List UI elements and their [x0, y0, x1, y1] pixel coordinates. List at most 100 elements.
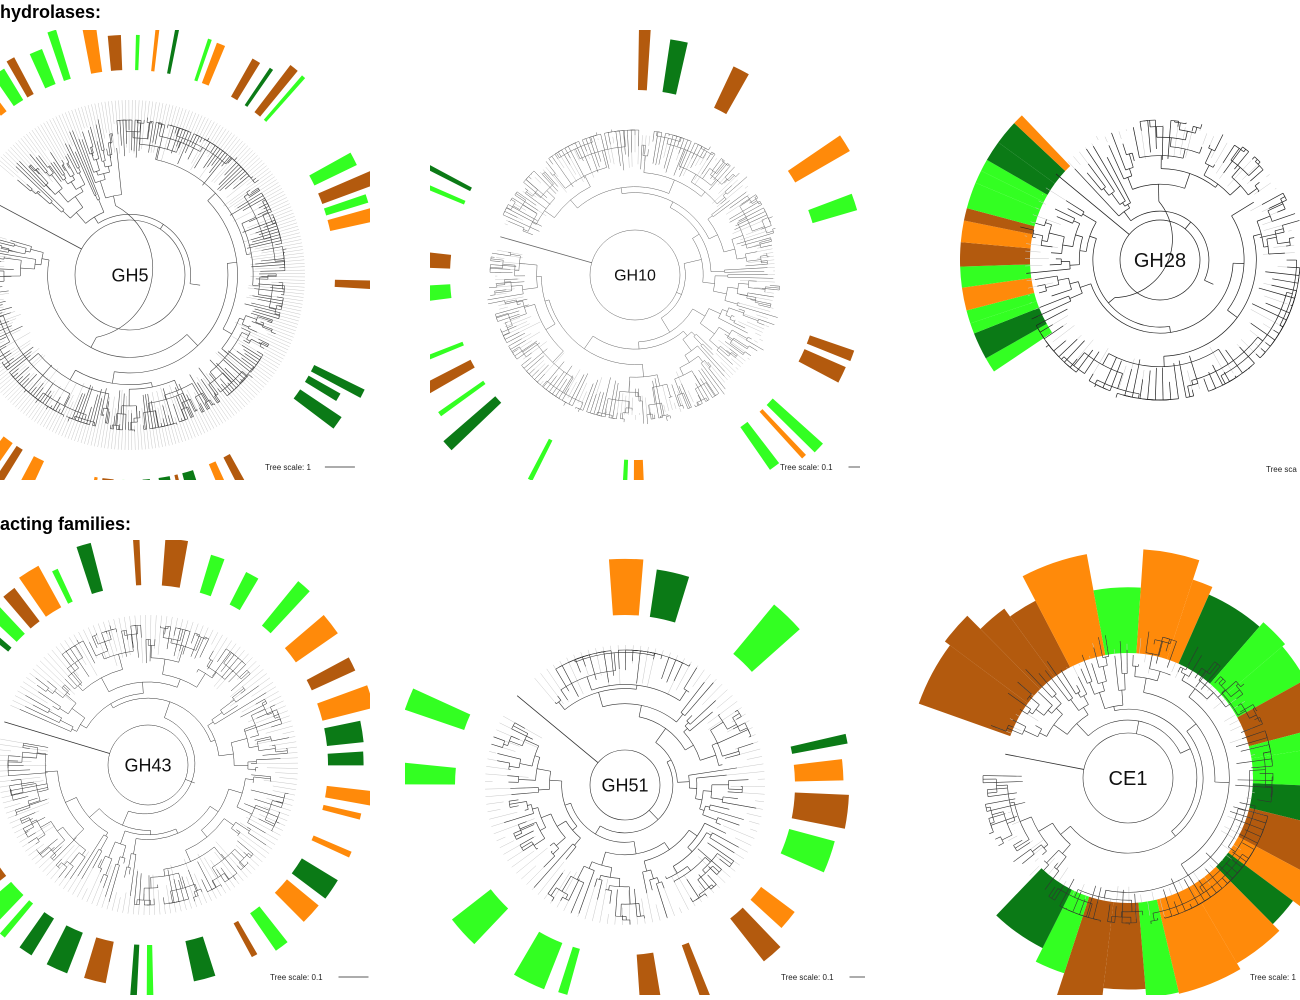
tree-scale-label: Tree scale: 1: [1250, 973, 1296, 982]
branch: [1102, 353, 1110, 365]
clade-band: [730, 907, 781, 962]
leaf-line: [149, 428, 153, 449]
branch: [115, 628, 118, 633]
branch: [148, 121, 154, 153]
branch: [595, 132, 598, 136]
branch: [1046, 849, 1059, 864]
branch: [1236, 693, 1244, 700]
branch: [1156, 136, 1186, 141]
branch: [682, 339, 692, 351]
branch: [524, 809, 529, 811]
branch: [554, 153, 559, 160]
branch: [90, 337, 97, 348]
branch: [1240, 683, 1245, 687]
branch: [221, 156, 231, 167]
branch: [1103, 188, 1110, 196]
leaf-line: [0, 775, 10, 777]
branch: [30, 164, 40, 175]
branch: [663, 135, 674, 169]
leaf-line: [211, 632, 219, 645]
branch: [558, 701, 565, 710]
branch: [733, 337, 749, 348]
branch: [1076, 685, 1081, 692]
branch: [276, 800, 283, 804]
branch: [158, 124, 162, 137]
branch: [272, 800, 283, 804]
branch: [671, 384, 680, 407]
branch: [258, 277, 261, 295]
branch: [1184, 221, 1192, 230]
branch: [594, 878, 598, 887]
branch: [506, 207, 542, 227]
branch: [1037, 284, 1046, 287]
branch: [19, 373, 31, 384]
branch: [522, 287, 538, 290]
branch: [702, 853, 718, 871]
branch: [1129, 168, 1133, 176]
branch: [1013, 849, 1031, 862]
branch: [1114, 906, 1117, 923]
branch: [97, 119, 105, 150]
branch: [93, 158, 99, 161]
branch: [92, 850, 103, 869]
branch: [519, 821, 537, 830]
branch: [507, 775, 519, 777]
leaf-line: [94, 414, 102, 447]
branch: [255, 261, 285, 265]
branch: [1181, 674, 1186, 681]
branch: [5, 346, 34, 368]
leaf-line: [694, 156, 710, 181]
branch: [731, 239, 738, 260]
branch: [525, 179, 538, 191]
clade-band: [1248, 732, 1300, 759]
branch: [177, 132, 192, 165]
branch: [707, 215, 713, 220]
leaf-line: [47, 653, 69, 677]
branch: [584, 134, 598, 140]
branch: [736, 305, 778, 318]
leaf-line: [257, 216, 295, 230]
branch: [560, 689, 568, 701]
branch: [275, 260, 285, 262]
clade-band: [637, 30, 651, 91]
clade-band: [430, 185, 466, 205]
clade-band: [918, 645, 1028, 737]
leaf-line: [134, 425, 136, 450]
leaf-line: [194, 873, 207, 904]
leaf-line: [253, 316, 296, 332]
branch: [564, 688, 637, 710]
leaf-line: [259, 814, 286, 826]
branch: [259, 346, 265, 349]
leaf-line: [746, 813, 762, 818]
branch: [558, 151, 562, 157]
branch: [1218, 678, 1224, 684]
section-title-acting-families: acting families:: [0, 514, 132, 534]
clade-band: [1237, 682, 1300, 747]
clade-band: [0, 436, 13, 462]
clade-band: [158, 476, 171, 480]
branch: [494, 289, 507, 292]
branch: [746, 259, 762, 262]
leaf-line: [215, 841, 248, 878]
branch: [739, 199, 750, 207]
branch: [205, 637, 207, 640]
branch: [574, 659, 576, 663]
branch: [197, 382, 212, 406]
branch: [259, 342, 263, 347]
branch: [113, 195, 116, 206]
branch: [1221, 689, 1226, 694]
branch: [95, 398, 103, 427]
branch: [1064, 340, 1085, 363]
branch: [1034, 275, 1058, 280]
branch: [170, 128, 181, 154]
branch: [274, 313, 280, 316]
branch: [1158, 641, 1163, 656]
branch: [285, 792, 289, 795]
branch: [260, 258, 285, 262]
branch: [707, 874, 717, 885]
branch: [274, 716, 280, 719]
leaf-line: [272, 785, 296, 791]
branch: [525, 193, 547, 210]
branch: [52, 396, 61, 410]
